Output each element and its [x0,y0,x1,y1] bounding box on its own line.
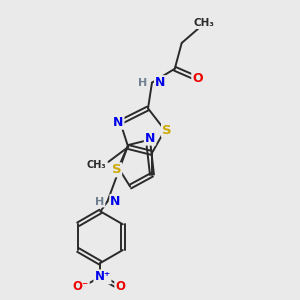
Text: N: N [110,195,121,208]
Text: N: N [113,116,124,129]
Text: N: N [145,132,155,145]
Text: CH₃: CH₃ [87,160,106,170]
Text: O: O [192,72,203,85]
Text: CH₃: CH₃ [194,18,215,28]
Text: S: S [162,124,172,137]
Text: N: N [155,76,165,89]
Text: O⁻: O⁻ [73,280,89,293]
Text: H: H [95,196,104,206]
Text: S: S [112,163,121,176]
Text: N⁺: N⁺ [94,270,110,283]
Text: O: O [115,280,125,293]
Text: H: H [138,78,147,88]
